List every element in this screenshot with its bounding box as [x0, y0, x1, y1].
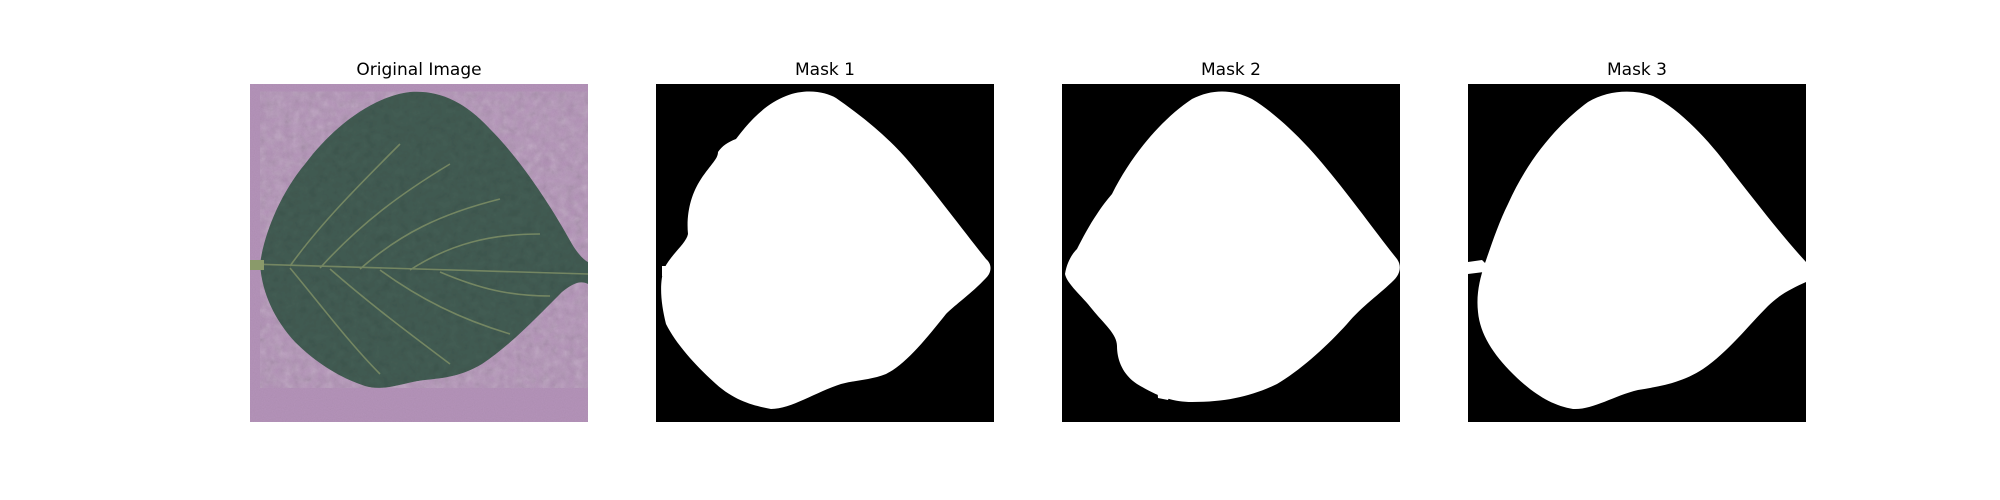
leaf-photo — [250, 84, 588, 422]
mask-1-panel: Mask 1 — [656, 58, 994, 82]
mask-3-image — [1468, 84, 1806, 422]
mask-2-title: Mask 2 — [1062, 58, 1400, 82]
original-image-panel: Original Image — [250, 58, 588, 82]
mask-1-title: Mask 1 — [656, 58, 994, 82]
mask-2-panel: Mask 2 — [1062, 58, 1400, 82]
mask-3-title: Mask 3 — [1468, 58, 1806, 82]
original-image-title: Original Image — [250, 58, 588, 82]
mask-2-image — [1062, 84, 1400, 422]
mask-1-image — [656, 84, 994, 422]
mask-3-panel: Mask 3 — [1468, 58, 1806, 82]
